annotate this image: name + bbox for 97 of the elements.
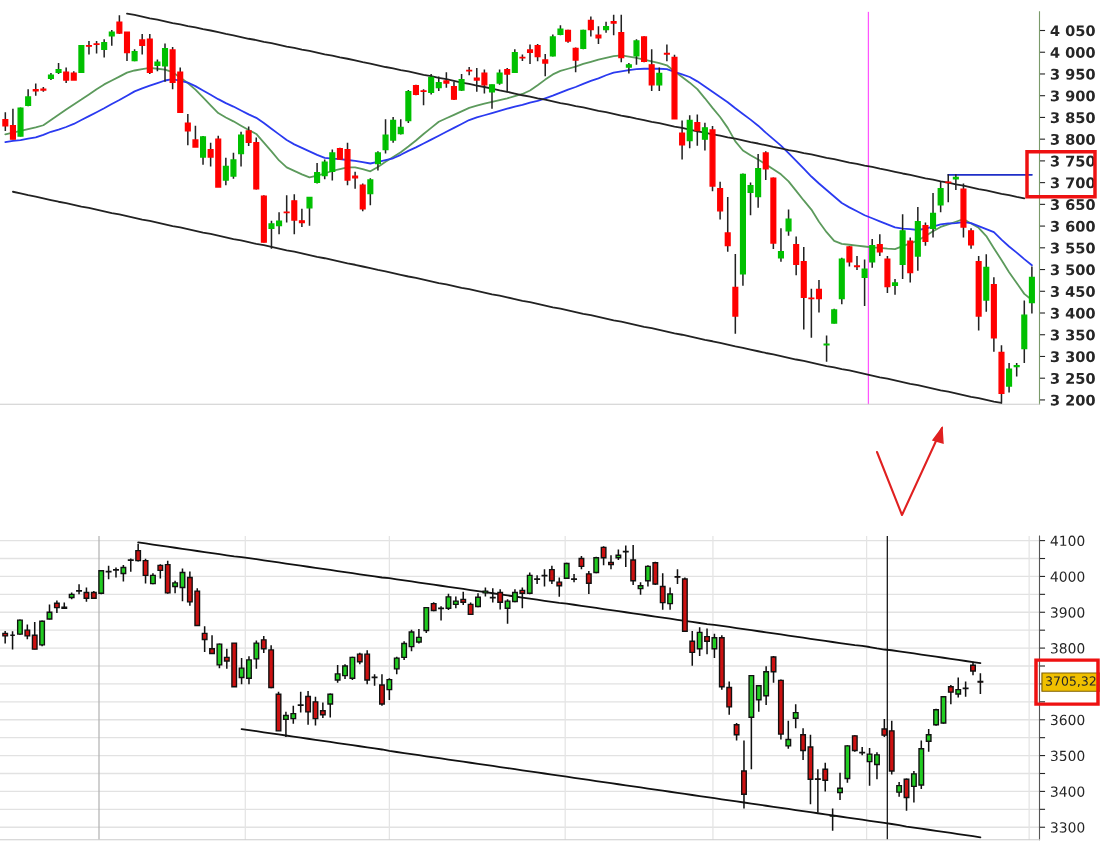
candlestick [869,238,876,269]
candlestick [374,150,381,172]
candlestick [298,207,305,228]
candlestick [85,40,93,56]
candlestick [977,672,984,695]
y-tick-label: 3300 [1050,822,1085,833]
y-tick-label: 4 050 [1050,25,1095,37]
y-tick-label: 3 200 [1050,394,1095,406]
y-tick-label: 3900 [1050,607,1085,618]
candlestick [694,113,701,147]
candlestick [556,576,563,598]
candlestick [184,113,191,147]
candlestick [76,583,83,596]
candlestick [488,83,496,110]
candlestick [740,739,747,810]
candlestick [610,14,617,37]
candlestick [793,235,800,276]
candlestick [526,43,534,65]
candlestick [161,42,169,83]
candlestick [608,554,614,571]
candlestick [139,33,146,56]
candlestick [585,570,592,595]
y-tick-label: 3500 [1050,750,1085,762]
candlestick [876,233,883,257]
candlestick [792,703,799,730]
candlestick [504,67,511,93]
candlestick [327,692,334,719]
candlestick [777,227,785,263]
candlestick [192,124,199,148]
candlestick [785,720,792,750]
candlestick [423,606,430,634]
candlestick [238,131,245,168]
candlestick [428,73,435,96]
candlestick [968,227,975,250]
candlestick [367,177,374,206]
y-tick-label: 3 950 [1050,68,1095,80]
candlestick [724,196,731,253]
candlestick [600,545,607,567]
candlestick [762,150,769,181]
y-tick-label: 4 000 [1050,46,1095,58]
candlestick [861,258,868,307]
candlestick [701,121,708,152]
y-tick-label: 3 900 [1050,90,1095,102]
candlestick [2,111,9,132]
text: 3705,32 [1046,676,1096,688]
candlestick [717,180,724,221]
candlestick [853,255,861,271]
y-tick-label: 3 650 [1050,199,1095,211]
y-tick-label: 3 800 [1050,133,1095,145]
y-tick-label: 3 550 [1050,242,1095,254]
candlestick [101,38,108,59]
candlestick [679,119,686,161]
y-tick-label: 3 850 [1050,112,1095,124]
candlestick [770,655,777,684]
candlestick [572,46,579,73]
candlestick [201,625,208,653]
candlestick [922,221,929,247]
candlestick [542,53,549,77]
candlestick [306,196,313,227]
candlestick [829,807,836,832]
candlestick [785,208,792,237]
y-tick-label: 3 500 [1050,264,1095,276]
candlestick [633,38,640,66]
candlestick [630,544,637,586]
candlestick [123,31,131,62]
candlestick [689,630,696,667]
y-tick-label: 3600 [1050,714,1085,726]
candlestick [359,182,366,213]
candlestick [686,114,693,150]
candlestick [587,15,594,38]
y-tick-label: 3 350 [1050,329,1095,341]
y-tick-label: 4100 [1050,535,1085,547]
candlestick [549,33,556,58]
candlestick [837,772,844,801]
candlestick [1006,362,1013,394]
candlestick [116,14,123,35]
y-tick-label: 3400 [1050,786,1085,797]
y-tick-label: 3 450 [1050,285,1095,298]
y-tick-label: 3 300 [1050,351,1095,363]
candlestick [9,107,16,140]
candlestick [929,192,937,239]
candlestick [199,135,207,166]
candlestick [466,66,473,77]
candlestick [648,48,655,92]
candlestick [925,728,932,753]
y-tick-label: 3 400 [1050,307,1095,319]
candlestick [815,279,823,314]
candlestick [891,278,899,296]
y-tick-label: 3800 [1050,643,1085,654]
y-tick-label: 4000 [1050,571,1085,582]
candlestick [548,564,555,585]
y-tick-label: 3 600 [1050,220,1095,232]
candlestick [656,66,663,92]
y-tick-label: 3 250 [1050,372,1095,384]
candlestick [663,43,670,63]
candlestick [726,680,733,716]
candlestick [846,245,853,268]
